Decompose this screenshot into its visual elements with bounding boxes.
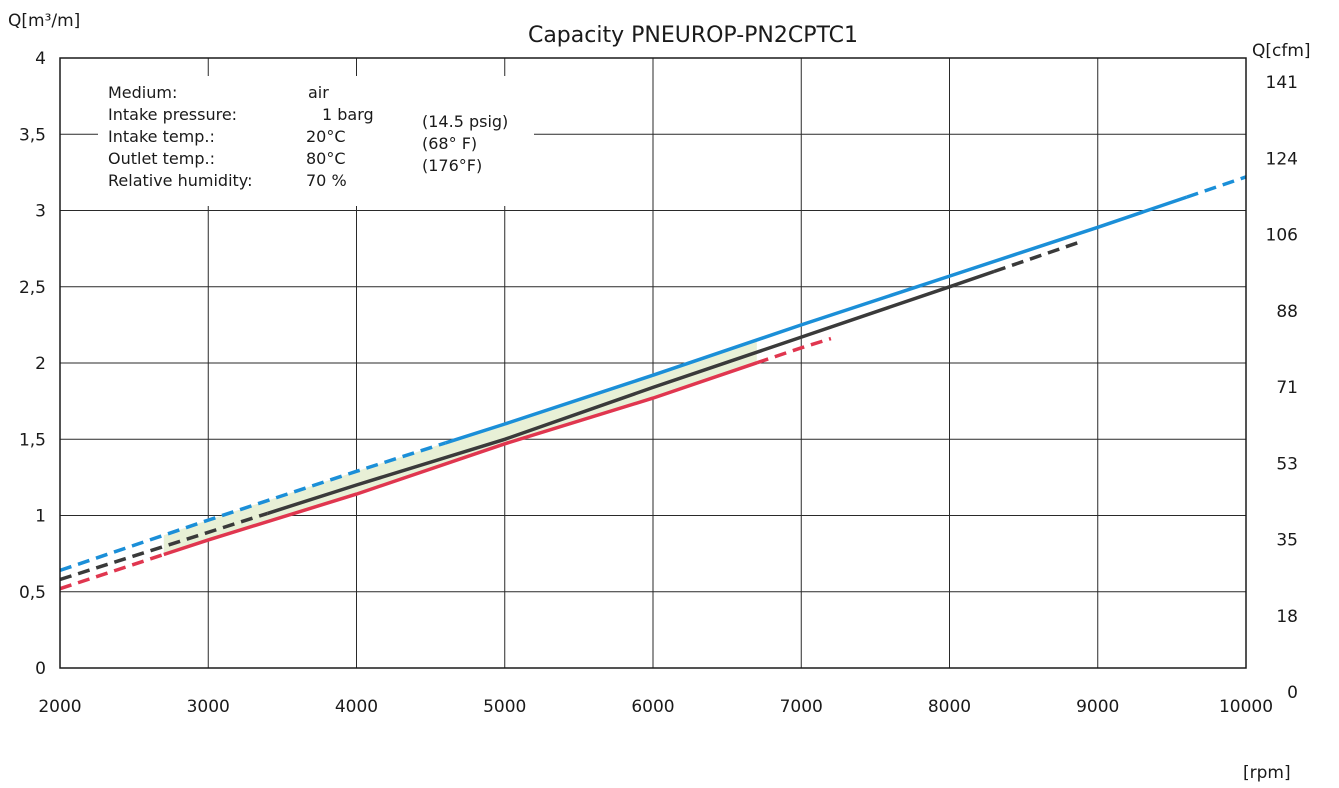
info-label-medium: Medium: xyxy=(108,83,177,102)
info-imperial-outlet-temp: (176°F) xyxy=(422,156,482,175)
x-tick-label: 5000 xyxy=(483,697,526,717)
y-tick-label: 0 xyxy=(35,659,46,679)
x-tick-label: 7000 xyxy=(780,697,823,717)
info-imperial-intake-pressure: (14.5 psig) xyxy=(422,112,508,131)
y-tick-label: 3 xyxy=(35,202,46,222)
y2-tick-label: 53 xyxy=(1276,454,1298,474)
y-tick-label: 0,5 xyxy=(19,583,46,603)
series-line-dashed-start xyxy=(59,511,269,582)
grid xyxy=(60,58,1246,668)
x-tick-label: 9000 xyxy=(1076,697,1119,717)
info-value-outlet-temp: 80°C xyxy=(306,149,346,168)
y-tick-label: 4 xyxy=(35,49,46,69)
info-value-intake-pressure: 1 barg xyxy=(322,105,374,124)
series-line-dashed-start xyxy=(59,552,165,591)
x-tick-label: 3000 xyxy=(187,697,230,717)
series-1 xyxy=(59,175,1247,573)
y-tick-label: 1,5 xyxy=(19,430,46,450)
info-value-humidity: 70 % xyxy=(306,171,347,190)
x-tick-label: 8000 xyxy=(928,697,971,717)
info-label-intake-temp: Intake temp.: xyxy=(108,127,215,146)
plot-frame-rect xyxy=(59,57,1247,669)
series-line-solid xyxy=(163,361,758,557)
y2-tick-label: 88 xyxy=(1276,302,1298,322)
x-tick-label: 10000 xyxy=(1219,697,1273,717)
y-tick-label: 2,5 xyxy=(19,278,46,298)
series-line-dashed-end xyxy=(1186,175,1247,199)
x-axis-unit: [rpm] xyxy=(1243,763,1291,783)
y2-tick-label: 141 xyxy=(1266,73,1298,93)
info-box: Medium: Intake pressure: Intake temp.: O… xyxy=(98,76,534,206)
x-tick-label: 2000 xyxy=(38,697,81,717)
info-label-outlet-temp: Outlet temp.: xyxy=(108,149,215,168)
info-box-background xyxy=(98,76,534,206)
tick-labels: 2000 3000 4000 5000 6000 7000 8000 9000 10000 0 0,… xyxy=(19,49,1298,717)
info-value-intake-temp: 20°C xyxy=(306,127,346,146)
series-line-dashed-end xyxy=(993,239,1084,274)
y-axis-unit: Q[m³/m] xyxy=(8,11,80,31)
series-line-solid xyxy=(444,195,1188,445)
info-label-humidity: Relative humidity: xyxy=(108,171,253,190)
series-3 xyxy=(59,336,832,591)
y-tick-label: 2 xyxy=(35,354,46,374)
y-tick-label: 1 xyxy=(35,507,46,527)
y2-tick-label: 0 xyxy=(1287,683,1298,703)
series-line-dashed-start xyxy=(59,441,446,573)
plot-frame xyxy=(59,57,1247,669)
y2-tick-label: 124 xyxy=(1266,149,1298,169)
chart-title: Capacity PNEUROP-PN2CPTC1 xyxy=(528,23,858,48)
tolerance-band xyxy=(163,340,757,555)
y2-tick-label: 18 xyxy=(1276,607,1298,627)
x-tick-label: 6000 xyxy=(631,697,674,717)
y2-axis-unit: Q[cfm] xyxy=(1252,41,1311,61)
band-area xyxy=(163,340,757,555)
y2-tick-label: 35 xyxy=(1276,531,1298,551)
series-lines xyxy=(59,175,1247,591)
series-line-dashed-end xyxy=(756,336,832,365)
info-box-labels: Medium: Intake pressure: Intake temp.: O… xyxy=(108,83,253,190)
series-line-solid xyxy=(266,269,995,516)
x-tick-label: 4000 xyxy=(335,697,378,717)
y-tick-label: 3,5 xyxy=(19,125,46,145)
info-box-imperial: (14.5 psig) (68° F) (176°F) xyxy=(422,112,508,175)
info-imperial-intake-temp: (68° F) xyxy=(422,134,477,153)
y2-tick-label: 106 xyxy=(1266,226,1298,246)
info-box-values: air 1 barg 20°C 80°C 70 % xyxy=(306,83,374,190)
y2-tick-label: 71 xyxy=(1276,378,1298,398)
info-value-medium: air xyxy=(308,83,329,102)
series-2 xyxy=(59,239,1084,582)
info-label-intake-pressure: Intake pressure: xyxy=(108,105,237,124)
